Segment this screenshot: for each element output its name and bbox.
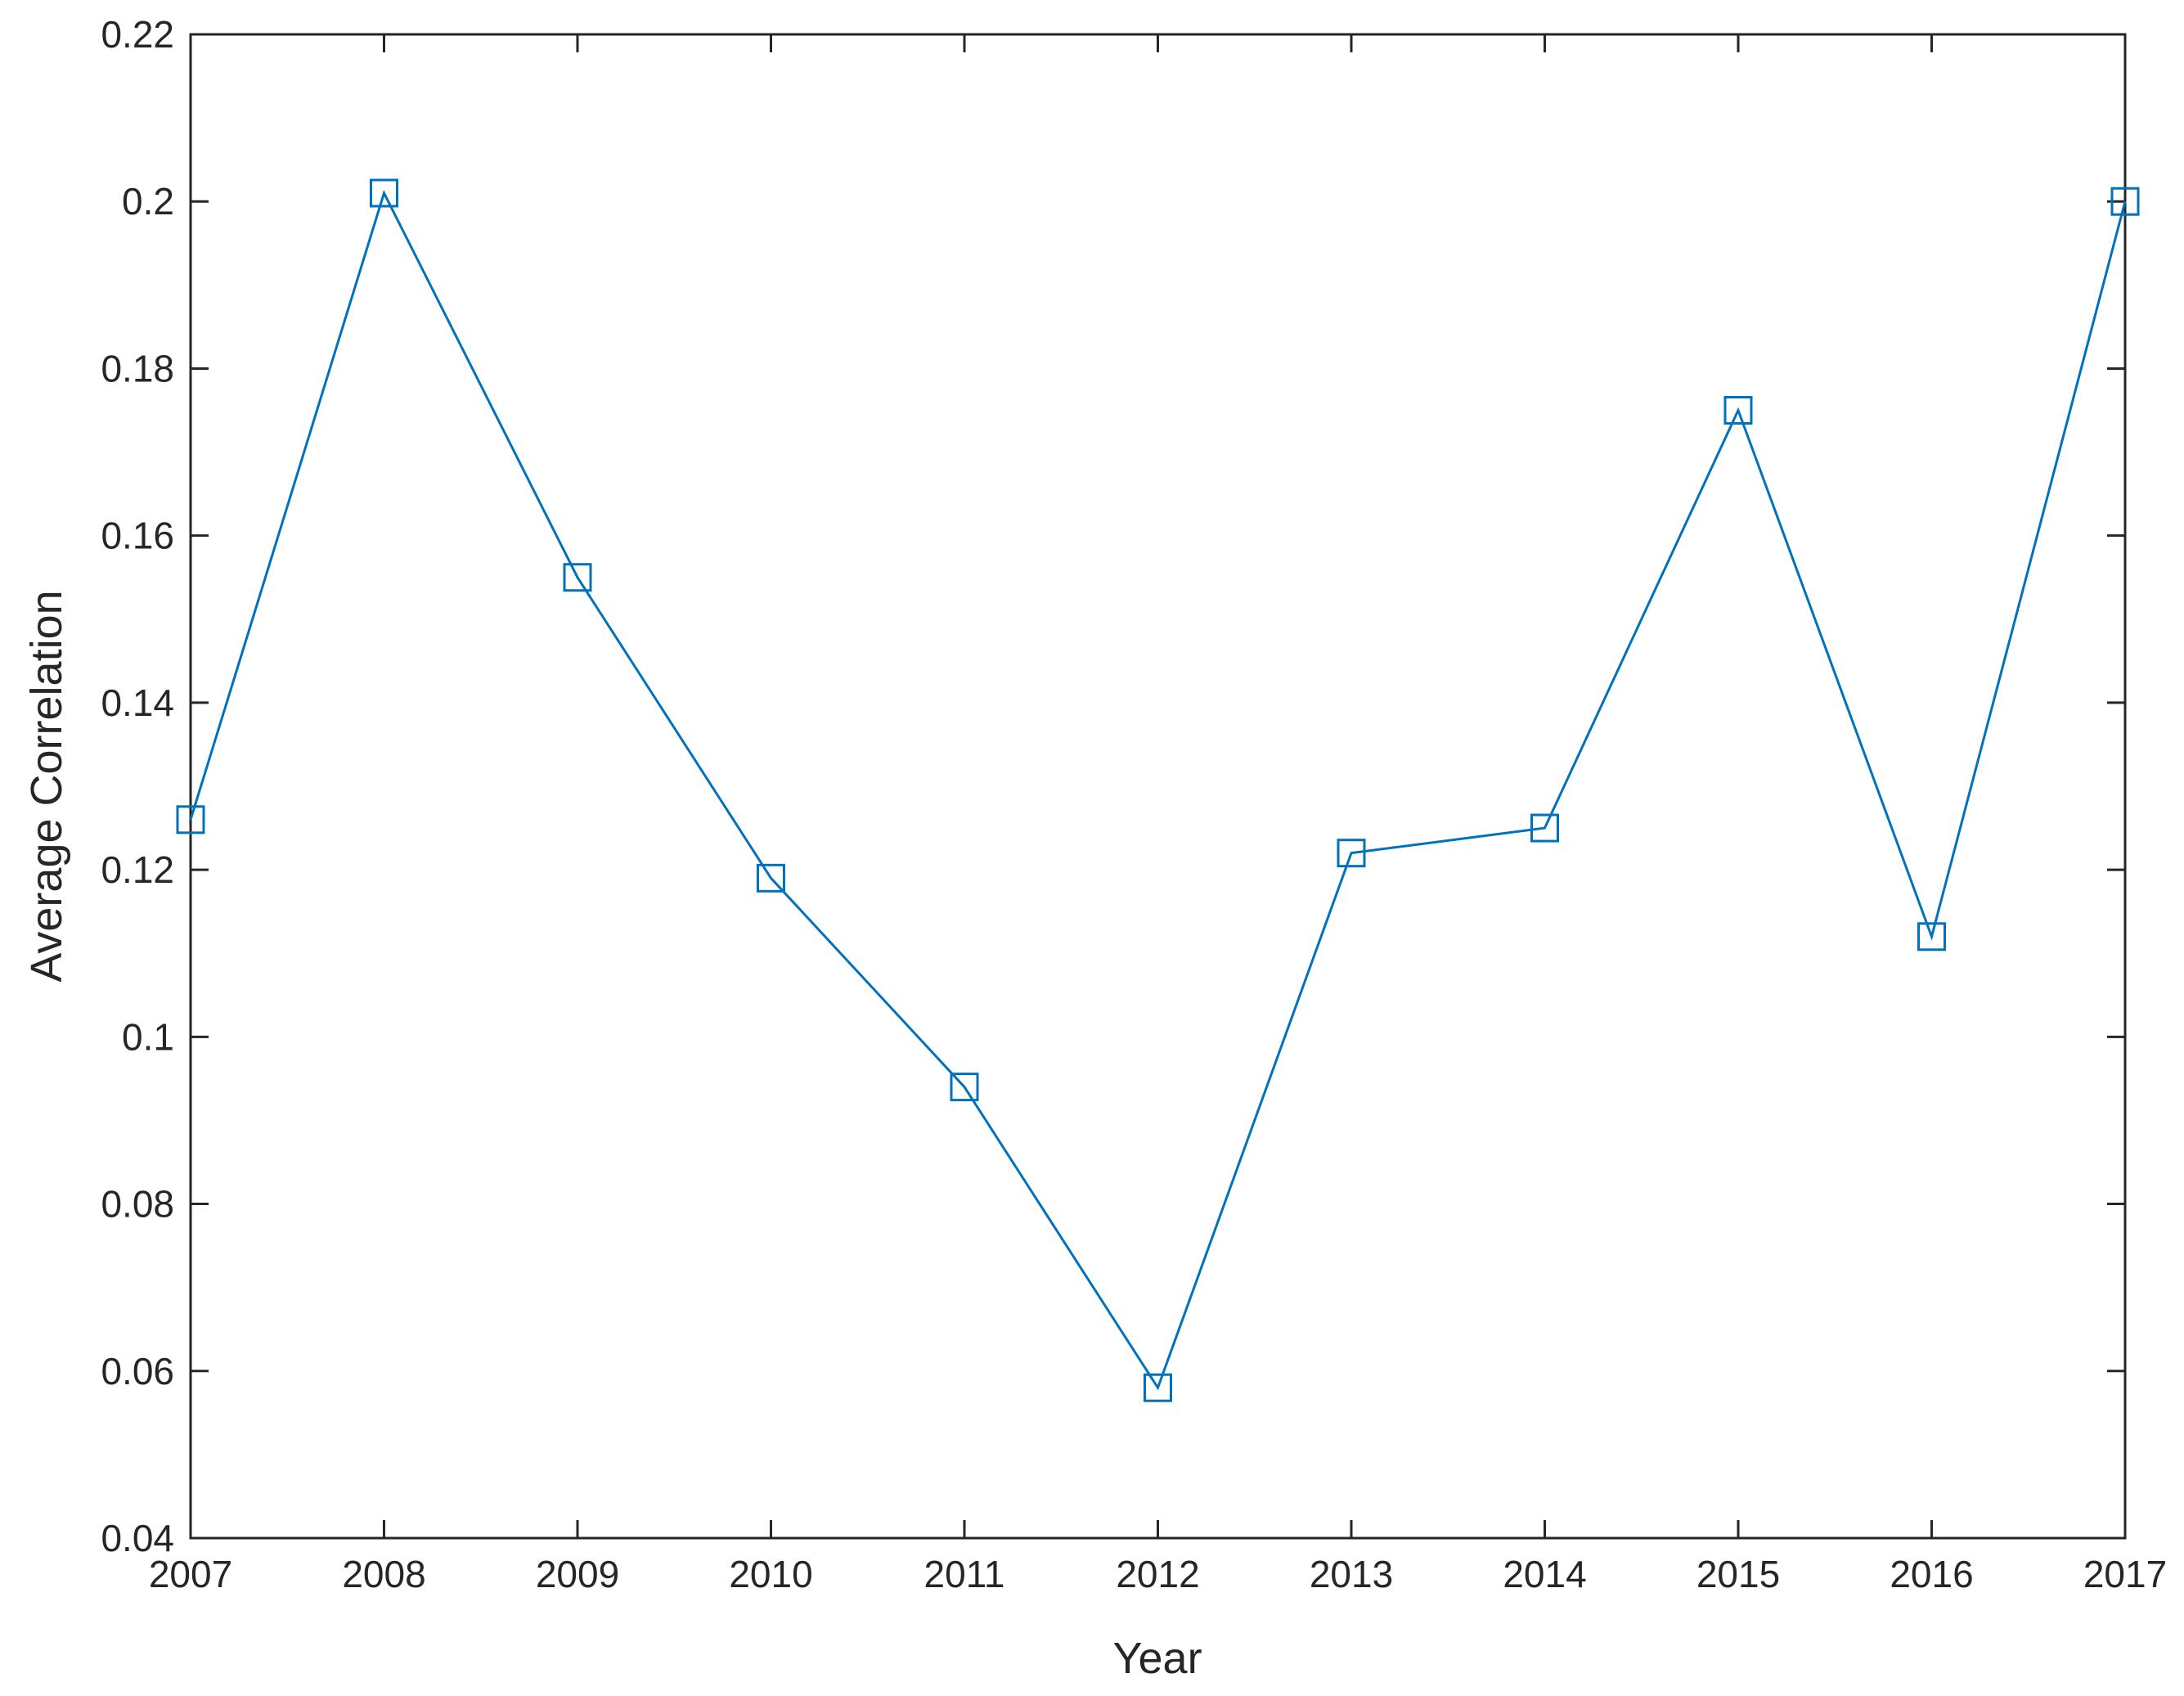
axes-frame <box>189 33 2127 1540</box>
y-tick-label: 0.08 <box>101 1183 174 1226</box>
y-axis-title: Average Correlation <box>22 590 71 982</box>
data-point-marker <box>370 178 398 208</box>
y-tick-label: 0.14 <box>101 682 174 724</box>
data-point-marker <box>563 563 592 592</box>
x-tick-label: 2017 <box>2083 1553 2167 1595</box>
y-tick-label: 0.16 <box>101 515 174 557</box>
data-point-marker <box>1530 813 1559 843</box>
data-point-marker <box>757 863 785 893</box>
x-axis-title: Year <box>1112 1634 1202 1683</box>
x-tick-label: 2008 <box>342 1553 425 1595</box>
y-tick-label: 0.04 <box>101 1517 174 1559</box>
data-point-marker <box>950 1073 979 1102</box>
series-line <box>189 190 2127 1391</box>
y-tick-label: 0.2 <box>122 180 174 223</box>
x-tick-label: 2012 <box>1116 1553 1199 1595</box>
data-point-marker <box>1337 839 1366 868</box>
data-point-marker <box>2110 187 2140 216</box>
x-tick-label: 2013 <box>1310 1553 1393 1595</box>
y-axis: 0.04 0.06 0.08 0.1 0.12 0.14 0.16 0.18 0.2 0.22 <box>101 13 2125 1559</box>
x-tick-label: 2014 <box>1503 1553 1586 1595</box>
data-point-marker <box>1144 1373 1172 1402</box>
data-point-marker <box>1917 922 1946 951</box>
x-tick-label: 2011 <box>924 1553 1005 1595</box>
y-tick-label: 0.1 <box>122 1015 174 1058</box>
data-point-marker <box>176 805 205 835</box>
x-tick-label: 2016 <box>1890 1553 1973 1595</box>
x-tick-label: 2007 <box>149 1553 232 1595</box>
y-tick-label: 0.18 <box>101 347 174 389</box>
x-tick-label: 2010 <box>729 1553 812 1595</box>
data-point-marker <box>1723 396 1753 425</box>
plot-area: 2007 2008 2009 2010 2011 2012 2013 2014 2015 2016… <box>101 13 2167 1595</box>
data-series <box>176 178 2140 1402</box>
y-tick-label: 0.22 <box>101 13 174 56</box>
x-axis: 2007 2008 2009 2010 2011 2012 2013 2014 2015 2016… <box>149 34 2167 1595</box>
x-tick-label: 2015 <box>1696 1553 1780 1595</box>
y-tick-label: 0.06 <box>101 1350 174 1392</box>
y-tick-label: 0.12 <box>101 848 174 891</box>
x-tick-label: 2009 <box>536 1553 619 1595</box>
